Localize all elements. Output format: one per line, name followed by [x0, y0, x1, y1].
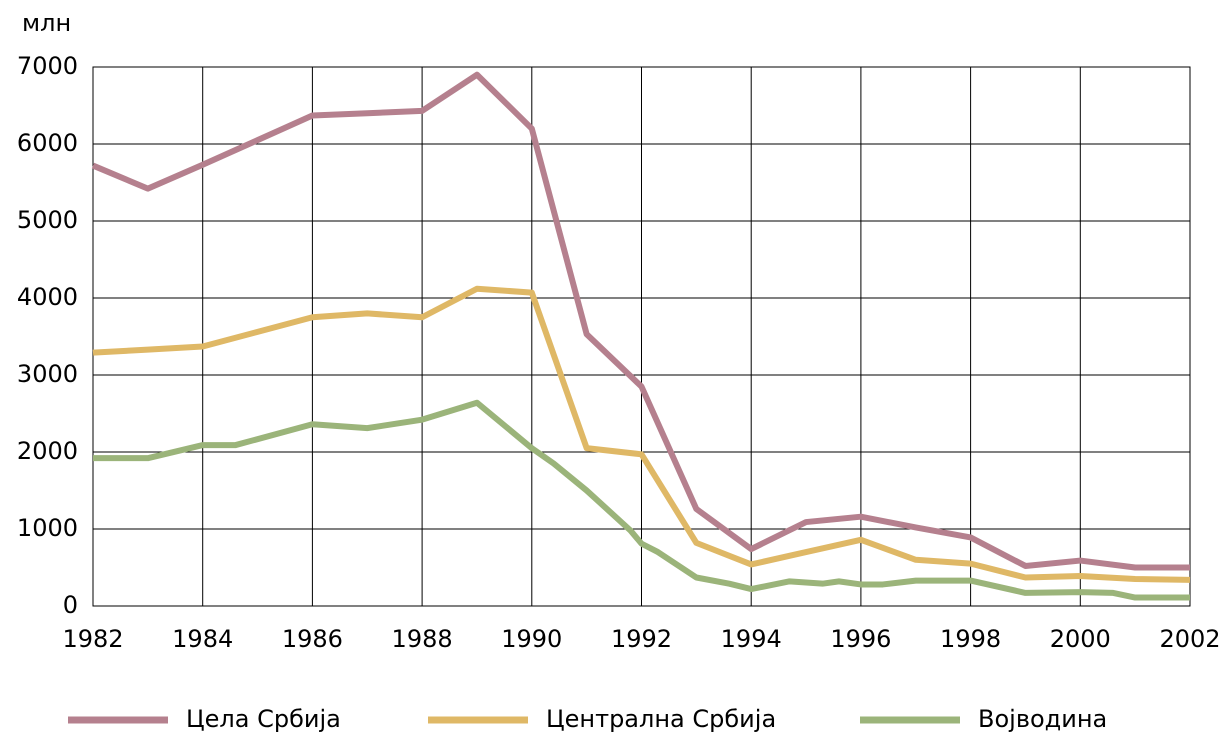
series-line [91, 71, 1190, 571]
x-tick-label: 1994 [721, 625, 782, 653]
x-tick-label: 1984 [172, 625, 233, 653]
legend-label: Војводина [978, 705, 1107, 733]
series-line [92, 285, 1191, 583]
x-tick-label: 1996 [830, 625, 891, 653]
x-tick-label: 1986 [282, 625, 343, 653]
x-tick-label: 1988 [392, 625, 453, 653]
legend-label: Цела Србија [186, 705, 341, 733]
x-tick-label: 1992 [611, 625, 672, 653]
y-tick-label: 3000 [17, 360, 78, 388]
x-tick-label: 2000 [1050, 625, 1111, 653]
y-tick-label: 7000 [17, 52, 78, 80]
y-tick-label: 5000 [17, 206, 78, 234]
x-tick-label: 1998 [940, 625, 1001, 653]
y-tick-label: 4000 [17, 283, 78, 311]
series-line [93, 399, 1190, 601]
legend-label: Централна Србија [546, 705, 776, 733]
x-tick-label: 1982 [62, 625, 123, 653]
y-tick-label: 6000 [17, 129, 78, 157]
y-tick-label: 2000 [17, 437, 78, 465]
x-tick-label: 2002 [1159, 625, 1220, 653]
y-axis-label: млн [22, 9, 71, 37]
y-tick-label: 0 [63, 591, 78, 619]
x-tick-label: 1990 [501, 625, 562, 653]
y-tick-label: 1000 [17, 514, 78, 542]
